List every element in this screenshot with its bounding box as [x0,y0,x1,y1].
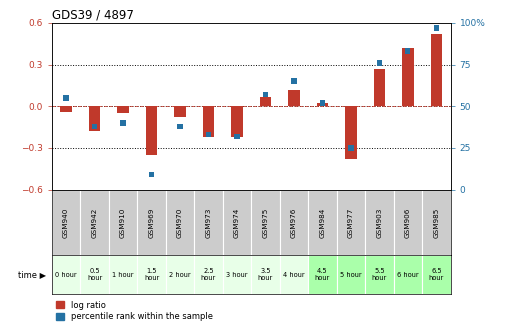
Bar [121,120,125,126]
Text: GSM974: GSM974 [234,207,240,237]
Bar [89,106,100,131]
Bar [117,106,129,113]
Bar [288,90,299,106]
Text: GSM975: GSM975 [263,207,268,237]
Text: GDS39 / 4897: GDS39 / 4897 [52,9,134,22]
Bar [422,255,451,294]
Bar [203,106,214,137]
Bar [223,255,251,294]
Bar [251,255,280,294]
Text: GSM985: GSM985 [434,207,439,237]
Bar [60,106,71,112]
Bar [280,255,308,294]
Bar [194,190,223,255]
Bar [80,190,109,255]
Bar [149,172,154,178]
Bar [365,190,394,255]
Bar [308,190,337,255]
Text: 4.5
hour: 4.5 hour [315,268,330,281]
Bar [80,255,109,294]
Bar [174,106,186,117]
Bar [52,190,80,255]
Text: GSM940: GSM940 [63,207,69,237]
Bar [64,95,68,101]
Bar [231,106,242,137]
Text: GSM970: GSM970 [177,207,183,237]
Bar [394,190,422,255]
Bar [320,100,325,106]
Bar [109,190,137,255]
Bar [422,190,451,255]
Bar [206,132,211,137]
Bar [137,255,166,294]
Bar [377,60,382,66]
Bar [260,96,271,106]
Text: 2 hour: 2 hour [169,272,191,278]
Bar [251,190,280,255]
Bar [365,255,394,294]
Bar [346,106,357,159]
Text: GSM984: GSM984 [320,207,325,237]
Text: time ▶: time ▶ [19,270,47,279]
Bar [337,190,365,255]
Text: 1 hour: 1 hour [112,272,134,278]
Text: 5.5
hour: 5.5 hour [372,268,387,281]
Text: GSM910: GSM910 [120,207,126,237]
Legend: log ratio, percentile rank within the sample: log ratio, percentile rank within the sa… [56,301,213,321]
Bar [431,34,442,106]
Text: 6 hour: 6 hour [397,272,419,278]
Bar [292,78,296,84]
Bar [178,124,182,129]
Bar [317,103,328,106]
Text: GSM969: GSM969 [149,207,154,237]
Text: GSM942: GSM942 [92,207,97,237]
Text: GSM973: GSM973 [206,207,211,237]
Text: 0.5
hour: 0.5 hour [87,268,102,281]
Text: 3 hour: 3 hour [226,272,248,278]
Bar [349,145,353,151]
Bar [434,25,439,31]
Text: GSM906: GSM906 [405,207,411,237]
Bar [92,124,97,129]
Text: 2.5
hour: 2.5 hour [201,268,216,281]
Bar [194,255,223,294]
Bar [166,190,194,255]
Bar [308,255,337,294]
Bar [235,133,239,139]
Bar [146,106,157,155]
Text: 1.5
hour: 1.5 hour [144,268,159,281]
Text: 3.5
hour: 3.5 hour [258,268,273,281]
Text: 6.5
hour: 6.5 hour [429,268,444,281]
Bar [394,255,422,294]
Text: GSM976: GSM976 [291,207,297,237]
Bar [374,69,385,106]
Text: GSM977: GSM977 [348,207,354,237]
Bar [137,190,166,255]
Bar [109,255,137,294]
Bar [280,190,308,255]
Bar [406,48,410,54]
Bar [52,255,80,294]
Bar [402,48,414,106]
Text: 4 hour: 4 hour [283,272,305,278]
Text: GSM903: GSM903 [377,207,382,237]
Bar [223,190,251,255]
Bar [166,255,194,294]
Bar [337,255,365,294]
Text: 0 hour: 0 hour [55,272,77,278]
Bar [263,92,268,97]
Text: 5 hour: 5 hour [340,272,362,278]
